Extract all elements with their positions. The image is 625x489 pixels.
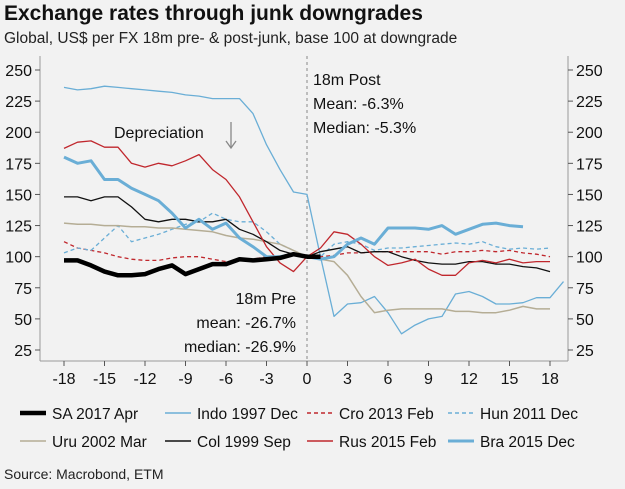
annotation-depreciation: Depreciation [114, 125, 204, 142]
series-line-hun-2011-dec [63, 212, 551, 258]
chart-subtitle: Global, US$ per FX 18m pre- & post-junk,… [4, 30, 458, 47]
x-tick-label: -15 [93, 371, 116, 388]
series-line-indo-1997-dec [63, 85, 564, 335]
legend-item: SA 2017 Apr [20, 406, 138, 423]
chart-title: Exchange rates through junk downgrades [4, 2, 423, 25]
y-tick-label-right: 225 [576, 94, 603, 111]
legend-label: Col 1999 Sep [197, 434, 291, 451]
y-tick-label-left: 250 [5, 63, 32, 80]
annotation-post-mean: Mean: -6.3% [313, 96, 404, 113]
y-tick-label-left: 175 [5, 156, 32, 173]
y-tick-label-left: 50 [14, 312, 32, 329]
legend-label: Hun 2011 Dec [480, 406, 578, 423]
legend-item: Rus 2015 Feb [307, 434, 436, 451]
series-line-sa-2017-apr [64, 251, 321, 278]
y-tick-label-left: 225 [5, 94, 32, 111]
y-tick-label-left: 150 [5, 187, 32, 204]
annotation-pre-mean: mean: -26.7% [196, 315, 296, 332]
x-tick-label: -3 [259, 371, 273, 388]
x-tick-label: -6 [219, 371, 233, 388]
annotation-post-median: Median: -5.3% [313, 120, 416, 137]
y-tick-label-left: 200 [5, 125, 32, 142]
plot-area [40, 56, 568, 361]
legend-label: Uru 2002 Mar [52, 434, 147, 451]
y-tick-label-left: 25 [14, 343, 32, 360]
y-tick-label-right: 150 [576, 187, 603, 204]
y-tick-label-right: 25 [576, 343, 594, 360]
legend-label: SA 2017 Apr [52, 406, 138, 423]
legend-label: Bra 2015 Dec [480, 434, 575, 451]
x-tick-label: 6 [384, 371, 393, 388]
x-tick-label: 12 [460, 371, 478, 388]
x-tick-label: -18 [52, 371, 75, 388]
y-tick-label-right: 100 [576, 250, 603, 267]
legend-item: Hun 2011 Dec [448, 406, 578, 423]
y-tick-label-right: 175 [576, 156, 603, 173]
y-tick-label-left: 125 [5, 219, 32, 236]
y-tick-label-right: 125 [576, 219, 603, 236]
legend-label: Cro 2013 Feb [339, 406, 434, 423]
annotation-post-title: 18m Post [313, 72, 381, 89]
source-note: Source: Macrobond, ETM [4, 466, 164, 482]
legend-item: Indo 1997 Dec [165, 406, 298, 423]
annotation-pre-median: median: -26.9% [184, 339, 296, 356]
y-tick-label-left: 100 [5, 250, 32, 267]
x-tick-label: 15 [501, 371, 519, 388]
x-tick-label: 9 [424, 371, 433, 388]
y-tick-label-right: 50 [576, 312, 594, 329]
legend-item: Bra 2015 Dec [448, 434, 575, 451]
annotation-pre-title: 18m Pre [236, 291, 297, 308]
x-tick-label: -12 [133, 371, 156, 388]
arrow-down-icon [225, 122, 237, 150]
x-tick-label: 0 [303, 371, 312, 388]
x-tick-label: -9 [178, 371, 192, 388]
legend-item: Col 1999 Sep [165, 434, 291, 451]
y-tick-label-left: 75 [14, 281, 32, 298]
y-tick-label-right: 250 [576, 63, 603, 80]
x-tick-label: 3 [343, 371, 352, 388]
legend-label: Rus 2015 Feb [339, 434, 436, 451]
x-tick-label: 18 [541, 371, 559, 388]
legend-item: Cro 2013 Feb [307, 406, 434, 423]
legend-item: Uru 2002 Mar [20, 434, 147, 451]
y-tick-label-right: 75 [576, 281, 594, 298]
y-tick-label-right: 200 [576, 125, 603, 142]
legend-label: Indo 1997 Dec [197, 406, 298, 423]
